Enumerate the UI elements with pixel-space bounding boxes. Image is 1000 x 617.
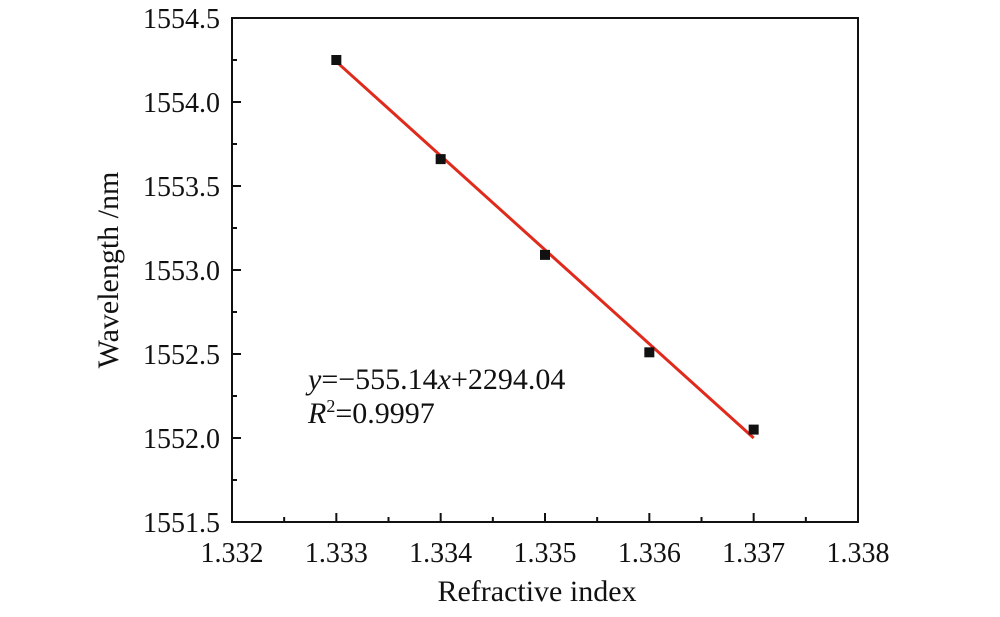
y-axis-title: Wavelength /nm (92, 172, 125, 369)
r-squared: R2=0.9997 (307, 396, 435, 430)
r-squared-var: R (307, 397, 326, 430)
equation-intercept: +2294.04 (451, 363, 565, 396)
data-point-4 (748, 424, 759, 435)
x-axis-ticks (231, 513, 859, 522)
equation-slope: =−555.14 (321, 363, 437, 396)
y-tick-label-1: 1552.0 (143, 424, 220, 455)
y-tick-label-3: 1553.0 (143, 256, 220, 287)
fit-line (335, 60, 755, 440)
data-point-0 (331, 55, 342, 65)
data-point-1 (435, 154, 446, 165)
x-tick-label-5: 1.337 (722, 538, 785, 569)
r-squared-exponent: 2 (326, 396, 335, 416)
plot-area (231, 17, 859, 523)
data-point-2 (540, 249, 550, 260)
x-tick-label-6: 1.338 (827, 538, 890, 569)
r-squared-value: =0.9997 (335, 397, 434, 430)
y-tick-label-4: 1553.5 (143, 172, 220, 203)
x-tick-label-3: 1.335 (514, 538, 577, 569)
equation-x-var: x (437, 363, 452, 396)
y-tick-label-6: 1554.5 (143, 4, 220, 35)
y-axis-ticks (232, 17, 241, 523)
y-tick-label-2: 1552.5 (143, 340, 220, 371)
x-tick-label-2: 1.334 (409, 538, 472, 569)
data-points (331, 55, 759, 435)
data-point-3 (644, 347, 655, 358)
x-tick-label-1: 1.333 (305, 538, 368, 569)
fit-equation: y=−555.14x+2294.04 (305, 363, 565, 396)
x-tick-label-4: 1.336 (618, 538, 681, 569)
y-tick-label-0: 1551.5 (143, 508, 220, 539)
x-axis-title: Refractive index (437, 575, 636, 608)
equation-y-var: y (305, 363, 322, 396)
x-tick-label-0: 1.332 (201, 538, 264, 569)
y-tick-label-5: 1554.0 (143, 88, 220, 119)
y-axis-tick-labels: 1551.5 1552.0 1552.5 1553.0 1553.5 1554.0 1554… (143, 4, 220, 539)
x-axis-tick-labels: 1.332 1.333 1.334 1.335 1.336 1.337 1.338 (201, 538, 890, 569)
